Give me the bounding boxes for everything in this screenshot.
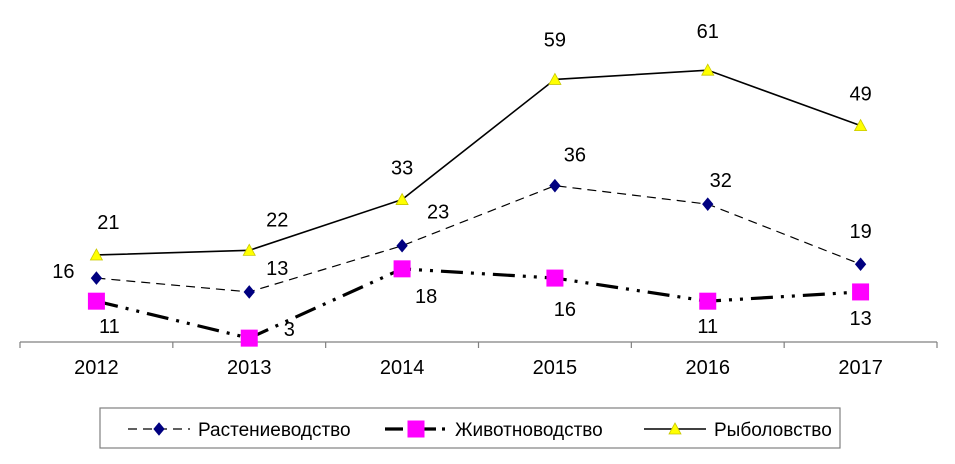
series-2-point [701, 63, 715, 76]
x-tick-label: 2017 [838, 357, 883, 379]
x-tick-label: 2012 [74, 357, 119, 379]
data-label-series-0: 23 [427, 202, 449, 224]
legend-label: Растениеводство [198, 420, 351, 441]
series-markers [87, 63, 870, 347]
data-label-series-1: 18 [415, 286, 437, 308]
data-label-series-2: 61 [697, 21, 719, 43]
data-label-series-0: 36 [564, 145, 586, 167]
legend-marker-0 [153, 422, 165, 436]
legend-label: Животноводство [455, 420, 603, 441]
data-label-series-0: 13 [266, 258, 288, 280]
data-label-series-2: 21 [97, 212, 119, 234]
legend-marker-2 [668, 422, 682, 435]
series-line-2 [96, 69, 861, 256]
series-line-1 [96, 267, 861, 340]
data-label-series-1: 11 [99, 316, 120, 338]
data-label-series-0: 19 [849, 221, 871, 243]
series-2-point [242, 243, 256, 256]
series-1-point [546, 269, 564, 287]
x-tick-label: 2015 [533, 357, 578, 379]
series-1-point [852, 283, 870, 301]
series-0-point [90, 271, 103, 285]
series-2-point [89, 248, 104, 261]
data-label-series-2: 49 [849, 84, 871, 106]
legend-marker-1 [407, 420, 425, 438]
series-0-point [549, 178, 561, 193]
series-0-point [702, 197, 714, 211]
series-2-point [548, 72, 562, 85]
series-1-point [87, 292, 105, 310]
series-2-point [853, 118, 868, 132]
data-label-series-1: 11 [697, 316, 718, 338]
data-label-series-0: 16 [52, 261, 74, 283]
legend-label: Рыболовство [714, 420, 832, 441]
series-1-point [699, 292, 717, 310]
data-label-series-2: 22 [266, 209, 288, 231]
series-lines [96, 69, 861, 340]
series-1-point [240, 329, 258, 347]
legend-box [99, 407, 841, 449]
data-labels: 16 13 23 36 32 19 11 3 18 16 11 13 21 22 33 59 61 49 [52, 21, 871, 341]
series-0-point [396, 238, 408, 253]
data-label-series-1: 13 [849, 308, 871, 330]
series-1-point [393, 260, 411, 278]
series-line-0 [96, 185, 861, 293]
series-2-point [395, 192, 409, 205]
x-axis: 2012 2013 2014 2015 2016 2017 [19, 341, 938, 379]
x-tick-label: 2014 [380, 357, 425, 379]
x-tick-label: 2016 [686, 357, 731, 379]
series-0-point [243, 285, 255, 299]
data-label-series-2: 59 [544, 29, 566, 51]
data-label-series-2: 33 [391, 158, 413, 180]
data-label-series-0: 32 [710, 170, 732, 192]
series-0-point [854, 257, 867, 272]
data-label-series-1: 16 [554, 299, 576, 321]
x-tick-label: 2013 [227, 357, 272, 379]
legend: Растениеводство Животноводство Рыболовство [99, 407, 841, 449]
data-label-series-1: 3 [284, 319, 295, 341]
